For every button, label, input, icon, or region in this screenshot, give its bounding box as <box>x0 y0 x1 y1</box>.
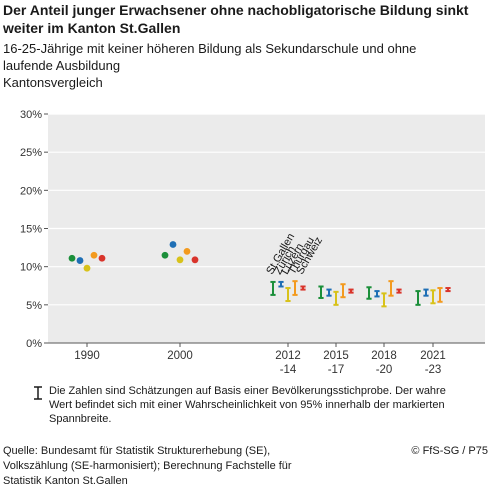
data-point <box>176 256 184 264</box>
x-tick-label: -14 <box>280 364 297 376</box>
x-tick-label: 1990 <box>74 350 100 362</box>
chart-svg: 0% 5% 10% 15% 20% 25% 30% 1990 2000 2012 -14 2015 -1… <box>20 109 485 376</box>
x-tick-label: -23 <box>425 364 442 376</box>
x-tick-label: 2018 <box>371 350 397 362</box>
copyright: © FfS-SG / P75 <box>411 445 488 457</box>
x-tick-label: 2012 <box>275 350 301 362</box>
data-point <box>98 254 106 262</box>
methodology-note: Die Zahlen sind Schätzungen auf Basis ei… <box>49 385 446 425</box>
x-tick-label: -17 <box>328 364 345 376</box>
y-tick-label: 30% <box>20 109 42 121</box>
chart-title: Der Anteil junger Erwachsener ohne nacho… <box>3 2 469 36</box>
data-point <box>183 248 191 255</box>
y-tick-label: 5% <box>26 300 42 312</box>
source-note: Quelle: Bundesamt für Statistik Struktur… <box>3 445 292 487</box>
y-tick-label: 15% <box>20 224 42 236</box>
data-point <box>169 241 177 248</box>
data-point <box>83 264 91 272</box>
x-tick-label: 2015 <box>323 350 349 362</box>
y-tick-label: 20% <box>20 185 42 197</box>
x-tick-label: 2021 <box>420 350 446 362</box>
data-point <box>68 254 76 262</box>
y-tick-label: 25% <box>20 147 42 159</box>
confidence-interval-icon <box>34 386 42 400</box>
y-tick-label: 0% <box>26 338 42 350</box>
data-point <box>76 257 84 264</box>
subtitle-line-1: 16-25-Jährige mit keiner höheren Bildung… <box>3 41 417 56</box>
data-point <box>191 256 199 264</box>
data-point <box>90 251 98 259</box>
data-point <box>161 251 169 259</box>
chart-subtitle: 16-25-Jährige mit keiner höheren Bildung… <box>3 40 491 91</box>
subtitle-line-2: laufende Ausbildung <box>3 58 121 73</box>
x-tick-label: -20 <box>376 364 393 376</box>
subtitle-line-3: Kantonsvergleich <box>3 75 103 90</box>
y-tick-label: 10% <box>20 262 42 274</box>
x-tick-label: 2000 <box>167 350 193 362</box>
